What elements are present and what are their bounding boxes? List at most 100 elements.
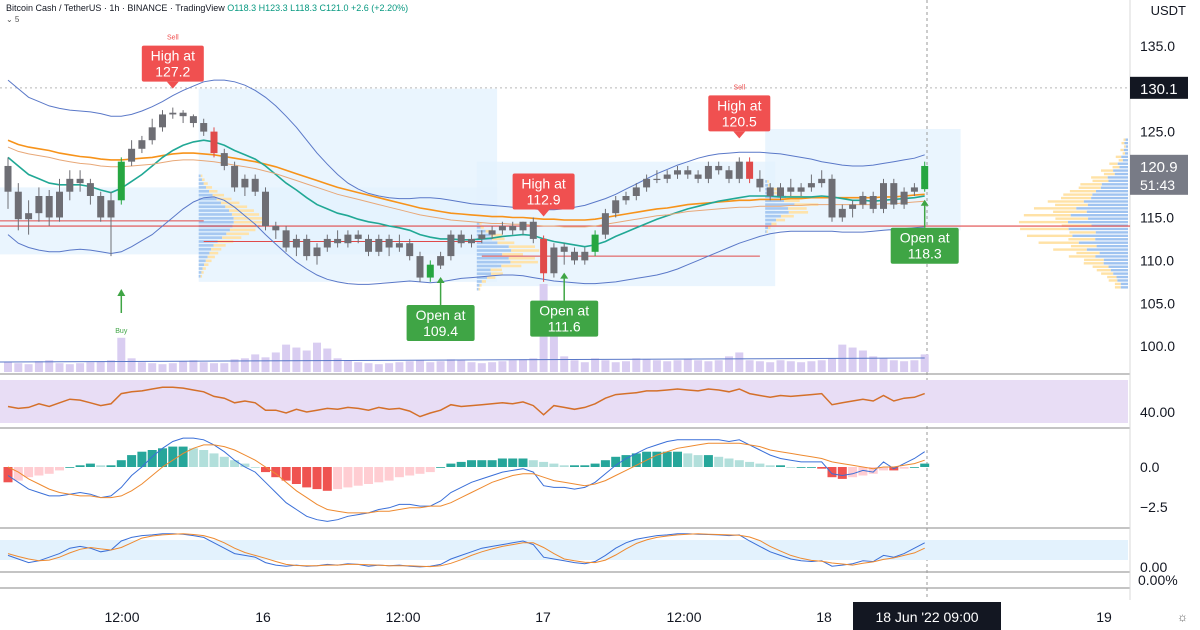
macd-histogram-bar (281, 467, 291, 481)
time-tick-label: 19 (1096, 609, 1112, 625)
volume-bar (683, 359, 692, 372)
candle (880, 183, 887, 209)
ohlc-values: O118.3 H123.3 L118.3 C121.0 +2.6 (+2.20%… (227, 3, 409, 13)
stochastic-pane[interactable] (0, 533, 1128, 568)
candle (509, 226, 517, 231)
stoch-tick-label: 0.00% (1138, 572, 1178, 588)
candle (334, 238, 342, 244)
profile-bar (221, 201, 240, 205)
volume-bar (766, 362, 775, 372)
volume-bar (45, 360, 54, 372)
rsi-pane[interactable] (0, 380, 1128, 423)
sell-signal-text: Sell (167, 35, 179, 42)
gear-icon[interactable]: ☼ (1177, 610, 1188, 624)
profile-bar (201, 178, 205, 181)
session-profile-bar (1103, 258, 1128, 262)
volume-bar (642, 359, 651, 372)
session-profile-bar (1096, 268, 1111, 272)
candle (375, 238, 383, 252)
volume-bar (508, 360, 517, 372)
macd-histogram-bar (55, 467, 64, 471)
session-profile-bar (1092, 179, 1109, 183)
profile-bar (768, 226, 771, 230)
session-profile-bar (1092, 265, 1109, 268)
price-axis[interactable]: 135.0130.0125.0120.0115.0110.0105.0100.0… (1130, 38, 1188, 588)
buy-label-text: Open at (900, 230, 950, 246)
session-profile-bar (1119, 165, 1128, 169)
macd-histogram-bar (652, 451, 662, 467)
price-pane[interactable] (0, 79, 1130, 285)
bollinger-lower (7, 196, 925, 285)
profile-bar (497, 241, 515, 245)
candle (519, 221, 527, 231)
profile-bar (765, 180, 768, 183)
profile-bar (209, 189, 218, 193)
profile-bar (198, 186, 207, 189)
candle (189, 116, 197, 124)
volume-bar (869, 356, 878, 372)
session-profile-bar (1061, 196, 1092, 200)
volume-bar (704, 361, 713, 372)
candle (416, 256, 424, 278)
macd-histogram-bar (714, 456, 724, 467)
profile-bar (198, 217, 234, 220)
macd-histogram-bar (559, 465, 569, 467)
candle (138, 140, 146, 149)
buy-label-text: Open at (539, 303, 589, 319)
volume-bar (148, 363, 157, 372)
candle (468, 238, 475, 244)
volume-bar (611, 362, 620, 372)
macd-histogram-bar (724, 458, 734, 467)
volume-bar (580, 362, 589, 372)
macd-histogram-bar (13, 467, 23, 481)
profile-bar (491, 272, 503, 276)
macd-histogram-bar (240, 463, 250, 467)
profile-bar (476, 229, 486, 233)
profile-bar (481, 280, 486, 283)
candle (97, 196, 105, 218)
profile-bar (510, 260, 538, 264)
profile-bar (198, 244, 214, 247)
volume-bar (261, 357, 270, 372)
session-profile-bar (1122, 152, 1126, 155)
macd-histogram-bar (497, 458, 507, 467)
macd-histogram-bar (188, 448, 198, 467)
crosshair-time-box (853, 602, 1001, 630)
macd-histogram-bar (436, 467, 446, 468)
profile-bar (476, 268, 491, 272)
volume-bar (848, 347, 857, 372)
time-axis[interactable]: 12:00 16 12:00 17 12:00 18 19 18 Jun '22 09:00 (104, 602, 1112, 630)
profile-bar (229, 228, 256, 232)
volume-bar (240, 358, 249, 372)
volume-bar (920, 354, 929, 372)
macd-histogram-bar (899, 467, 909, 469)
session-profile-bar (1078, 186, 1101, 189)
countdown-label: 51:43 (1140, 177, 1175, 193)
macd-histogram-bar (868, 467, 878, 474)
session-profile-bar (1125, 145, 1128, 148)
profile-bar (476, 284, 480, 287)
macd-pane[interactable] (3, 437, 930, 522)
candle (210, 131, 218, 154)
profile-bar (226, 232, 249, 236)
candle (128, 148, 136, 162)
macd-histogram-bar (827, 467, 837, 478)
session-profile-bar (1053, 210, 1087, 213)
price-tick-label: 135.0 (1140, 38, 1175, 54)
volume-bar (251, 354, 260, 372)
candle (241, 178, 249, 188)
buy-label-box (530, 300, 599, 337)
candle (292, 238, 300, 248)
session-profile-bar (1103, 262, 1128, 265)
profile-bar (198, 205, 226, 209)
session-profile-bar (1068, 220, 1128, 224)
session-profile-bar (1063, 193, 1093, 196)
session-profile-bar (1100, 169, 1114, 172)
macd-histogram-bar (24, 467, 34, 478)
sell-label-text: High at (521, 175, 565, 191)
indicator-collapse[interactable]: ⌄ 5 (6, 15, 20, 24)
profile-bar (198, 213, 232, 216)
candle (447, 234, 455, 257)
candle (571, 251, 578, 261)
